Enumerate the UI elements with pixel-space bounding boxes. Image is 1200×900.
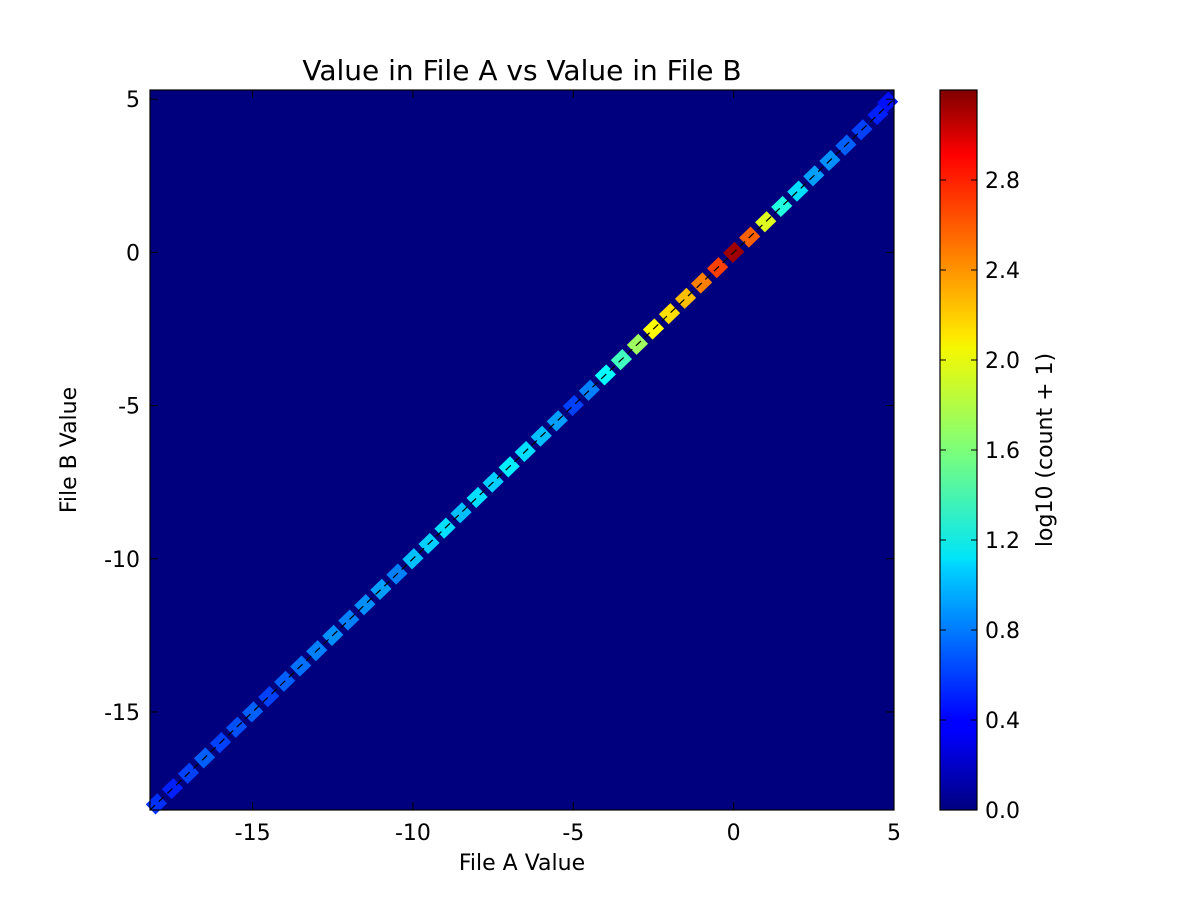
x-axis-label: File A Value — [459, 851, 585, 876]
x-tick-label: -10 — [395, 821, 431, 846]
colorbar-tick-label: 1.2 — [985, 529, 1020, 554]
colorbar-ticks: 0.0 0.4 0.8 1.2 1.6 2.0 2.4 2.8 — [940, 169, 1020, 824]
y-tick-label: 0 — [126, 241, 140, 266]
x-tick-label: -15 — [235, 821, 271, 846]
colorbar-tick-label: 0.8 — [985, 619, 1020, 644]
colorbar-tick-label: 0.4 — [985, 709, 1020, 734]
x-tick-label: 5 — [887, 821, 901, 846]
colorbar — [939, 89, 978, 811]
plot-frame — [149, 89, 895, 811]
y-tick-label: -15 — [104, 701, 140, 726]
y-axis-label: File B Value — [57, 387, 82, 513]
colorbar-label: log10 (count + 1) — [1033, 353, 1058, 547]
colorbar-tick-label: 2.0 — [985, 349, 1020, 374]
colorbar-tick-label: 2.4 — [985, 259, 1020, 284]
x-axis-ticks: -15 -10 -5 0 5 — [235, 90, 901, 846]
reference-diagonal-line — [149, 98, 895, 811]
x-tick-label: -5 — [562, 821, 584, 846]
y-tick-label: -5 — [118, 395, 140, 420]
y-tick-label: 5 — [126, 88, 140, 113]
chart-title: Value in File A vs Value in File B — [302, 54, 741, 87]
x-tick-label: 0 — [727, 821, 741, 846]
colorbar-tick-label: 2.8 — [985, 169, 1020, 194]
heatmap-cell — [876, 91, 899, 113]
colorbar-tick-label: 0.0 — [985, 799, 1020, 824]
y-axis-ticks: 5 0 -5 -10 -15 — [104, 88, 894, 726]
y-tick-label: -10 — [104, 548, 140, 573]
colorbar-tick-label: 1.6 — [985, 439, 1020, 464]
